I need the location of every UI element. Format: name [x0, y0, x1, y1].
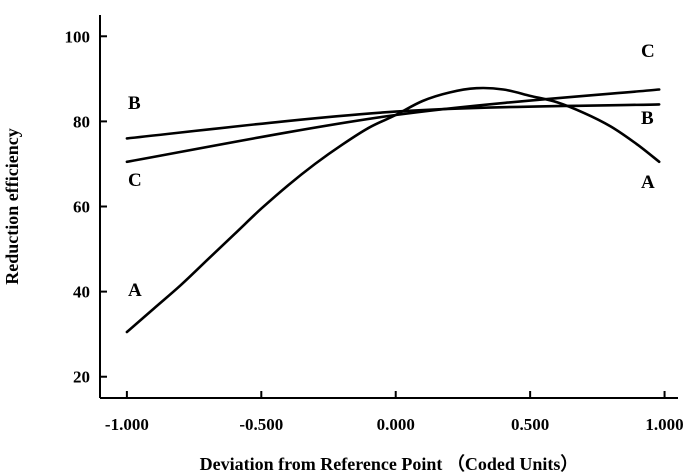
x-tick-label: 0.000	[377, 415, 415, 434]
series-label-a: A	[641, 172, 655, 193]
axes	[99, 15, 678, 399]
series-labels: A B C A B C	[128, 41, 655, 301]
series-line-a	[125, 86, 661, 334]
series-label-b: B	[128, 93, 141, 114]
x-tick-label: -1.000	[105, 415, 149, 434]
y-tick-label: 40	[73, 283, 90, 302]
y-tick-label: 60	[73, 198, 90, 217]
y-tick-label: 100	[65, 27, 91, 46]
series-lines	[125, 86, 661, 334]
x-tick-label: 1.000	[645, 415, 683, 434]
y-axis-label: Reduction efficiency	[2, 128, 22, 284]
y-tick-label: 20	[73, 368, 90, 387]
series-label-b: B	[641, 108, 654, 129]
series-label-c: C	[128, 170, 142, 191]
x-axis-label: Deviation from Reference Point （Coded Un…	[200, 454, 579, 474]
x-ticks: -1.000 -0.500 0.000 0.500 1.000	[105, 391, 684, 434]
series-line-b	[125, 103, 661, 140]
y-tick-label: 80	[73, 112, 90, 131]
y-ticks: 20 40 60 80 100	[65, 27, 107, 387]
x-tick-label: 0.500	[511, 415, 549, 434]
series-line-c	[125, 88, 661, 164]
series-label-c: C	[641, 41, 655, 62]
series-label-a: A	[128, 280, 142, 301]
x-tick-label: -0.500	[239, 415, 283, 434]
